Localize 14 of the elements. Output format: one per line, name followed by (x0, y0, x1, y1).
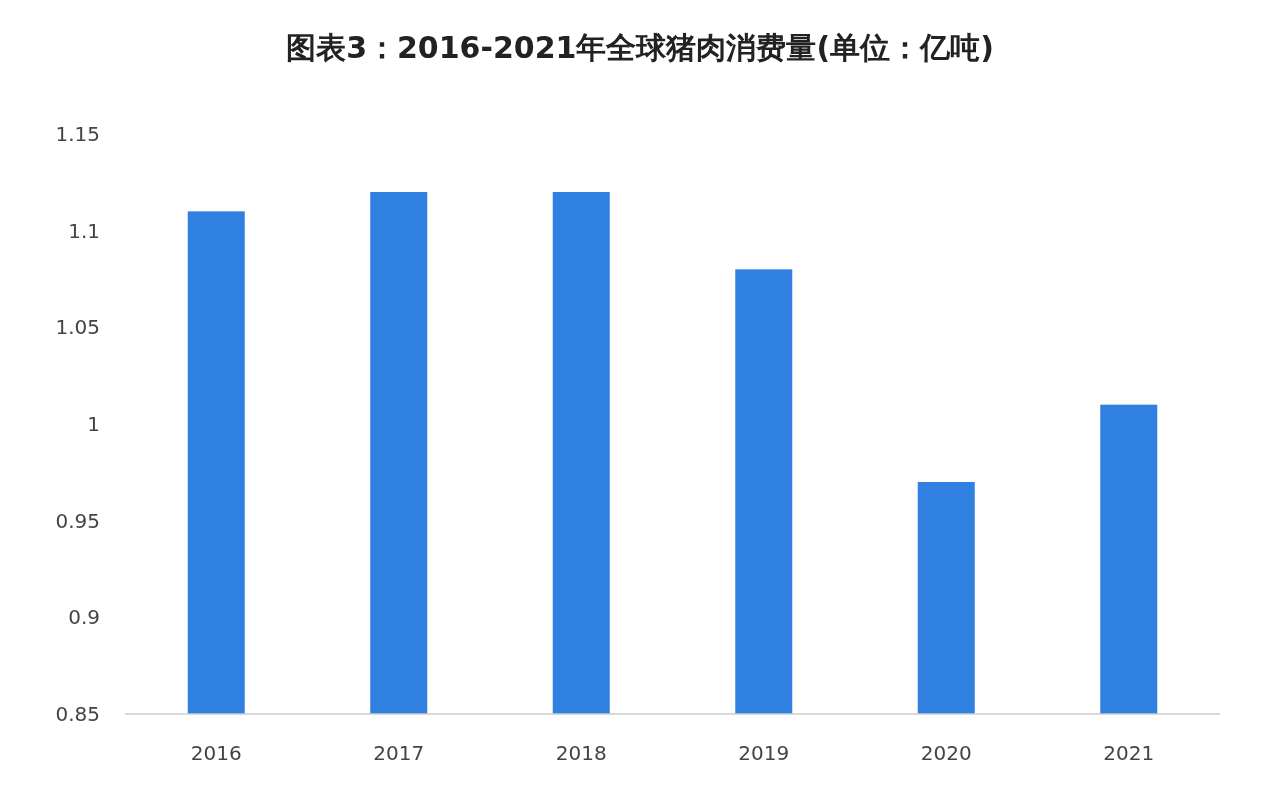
y-tick-label: 1.15 (55, 122, 100, 146)
chart-title: 图表3：2016-2021年全球猪肉消费量(单位：亿吨) (286, 30, 994, 65)
y-tick-label: 0.95 (55, 508, 100, 533)
x-tick-label: 2019 (738, 741, 790, 765)
x-tick-label: 2016 (190, 741, 242, 765)
y-tick-label: 0.9 (68, 605, 100, 630)
y-tick-label: 1.05 (55, 315, 100, 340)
x-tick-label: 2017 (373, 741, 425, 765)
x-tick-label: 2018 (555, 741, 607, 765)
x-tick-label: 2021 (1103, 741, 1155, 765)
y-tick-label: 1.1 (68, 218, 100, 243)
y-tick-label: 0.85 (55, 702, 100, 726)
x-tick-label: 2020 (920, 741, 972, 765)
y-tick-label: 1 (87, 412, 100, 436)
